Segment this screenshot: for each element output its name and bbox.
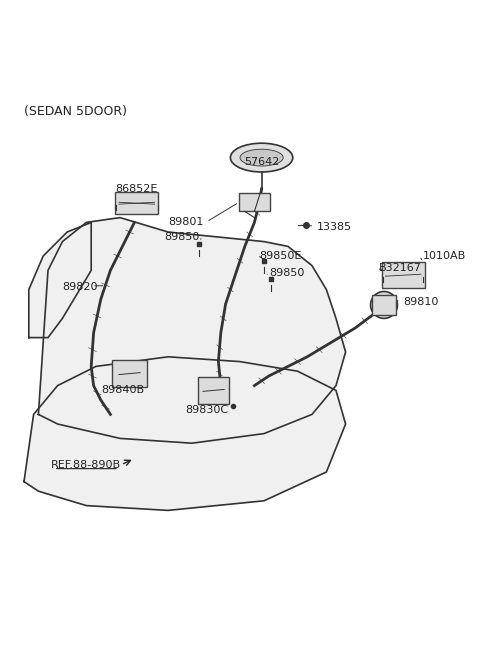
Ellipse shape <box>240 149 283 166</box>
Bar <box>382 262 425 289</box>
Text: 86852E: 86852E <box>116 184 158 194</box>
Polygon shape <box>29 222 91 338</box>
Text: 57642: 57642 <box>244 157 279 167</box>
Polygon shape <box>38 218 346 443</box>
Text: 89840B: 89840B <box>101 385 144 396</box>
Text: 89850E: 89850E <box>259 251 301 261</box>
Bar <box>372 295 396 315</box>
Text: 89830C: 89830C <box>185 405 228 415</box>
Text: 89820: 89820 <box>62 282 98 292</box>
Ellipse shape <box>230 143 293 172</box>
Bar <box>198 377 229 403</box>
Text: 89850: 89850 <box>164 232 199 242</box>
Bar <box>112 360 147 387</box>
Circle shape <box>371 291 397 318</box>
Bar <box>115 192 158 214</box>
Text: REF.88-890B: REF.88-890B <box>51 460 121 470</box>
Text: 89810: 89810 <box>403 297 439 306</box>
Text: (SEDAN 5DOOR): (SEDAN 5DOOR) <box>24 105 127 118</box>
Bar <box>239 193 270 211</box>
Text: 13385: 13385 <box>317 222 352 232</box>
Text: 1010AB: 1010AB <box>422 251 466 261</box>
Polygon shape <box>24 357 346 510</box>
Text: 89850: 89850 <box>269 268 304 277</box>
Text: B32167: B32167 <box>379 263 422 273</box>
Text: 89801: 89801 <box>168 217 204 228</box>
